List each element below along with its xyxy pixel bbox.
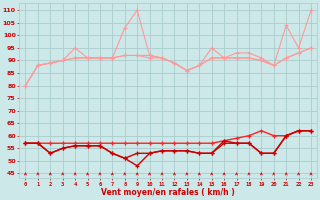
X-axis label: Vent moyen/en rafales ( km/h ): Vent moyen/en rafales ( km/h ) xyxy=(101,188,235,197)
